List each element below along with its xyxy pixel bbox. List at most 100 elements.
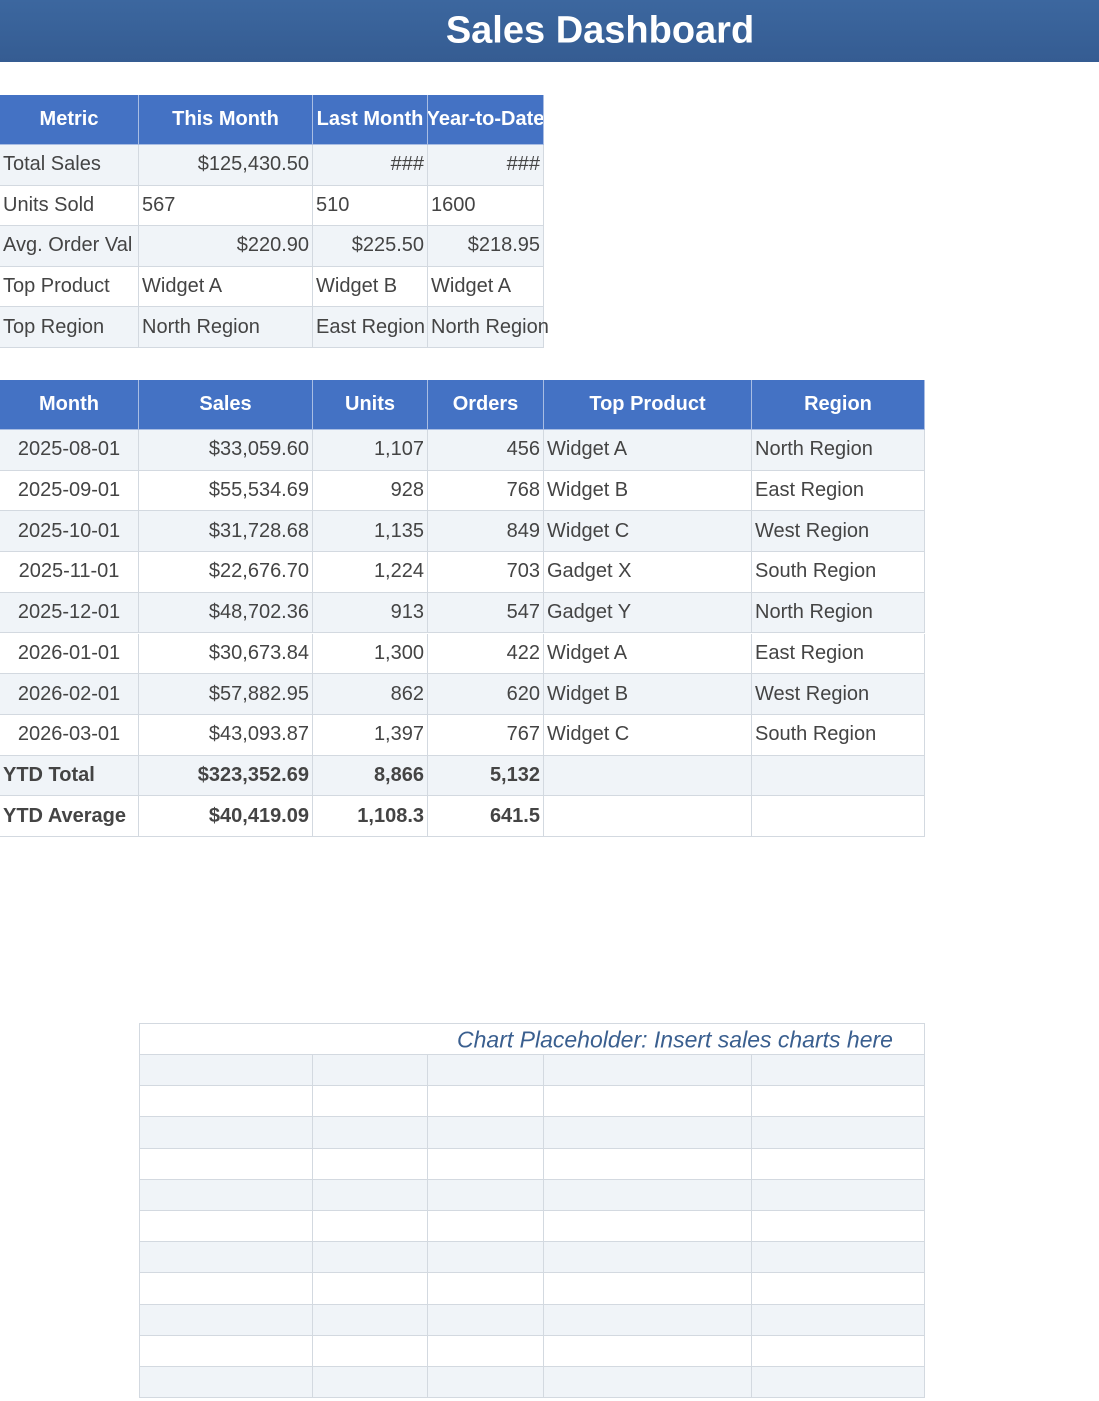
cell-text: 2025-12-01 <box>17 601 121 624</box>
empty-cell <box>544 1117 752 1149</box>
data-cell: 2025-12-01 <box>0 592 139 634</box>
data-cell: 928 <box>313 470 428 512</box>
header-cell: Last Month <box>313 95 428 145</box>
cell-text: Gadget Y <box>547 601 632 624</box>
data-cell: 547 <box>428 592 544 634</box>
cell-text: 862 <box>390 682 424 705</box>
empty-cell <box>139 1367 313 1399</box>
summary-cell: North Region <box>139 307 313 348</box>
data-cell: 703 <box>428 552 544 593</box>
cell-text: 1600 <box>431 193 476 216</box>
summary-cell: 1600 <box>428 185 544 227</box>
cell-text: Widget C <box>547 723 630 746</box>
header-cell: Month <box>0 380 139 430</box>
cell-text: $30,673.84 <box>208 641 309 664</box>
cell-text: 2025-09-01 <box>17 479 121 502</box>
data-cell: 862 <box>313 674 428 715</box>
data-cell: $57,882.95 <box>139 674 313 715</box>
empty-cell <box>428 1211 544 1243</box>
empty-cell <box>313 1335 428 1367</box>
cell-text: $323,352.69 <box>197 763 309 786</box>
empty-cell <box>139 1304 313 1336</box>
empty-cell <box>544 1179 752 1211</box>
data-cell: West Region <box>752 674 925 715</box>
data-cell: 1,224 <box>313 552 428 593</box>
empty-cell <box>139 1179 313 1211</box>
empty-cell <box>313 1148 428 1180</box>
cell-text: ### <box>506 153 540 176</box>
cell-text: Widget A <box>547 438 628 461</box>
empty-cell <box>544 1242 752 1274</box>
empty-cell <box>752 1242 925 1274</box>
empty-cell <box>544 1335 752 1367</box>
data-cell: Widget A <box>544 633 752 675</box>
cell-text: North Region <box>142 315 260 338</box>
data-cell: 2025-10-01 <box>0 511 139 553</box>
empty-cell <box>313 1179 428 1211</box>
data-cell: 2026-01-01 <box>0 633 139 675</box>
cell-text: $220.90 <box>236 234 309 257</box>
cell-text: 2026-03-01 <box>17 723 121 746</box>
cell-text: $57,882.95 <box>208 682 309 705</box>
cell-text: East Region <box>755 641 864 664</box>
summary-cell: Total Sales <box>0 145 139 186</box>
cell-text: 2025-10-01 <box>17 519 121 542</box>
data-cell: West Region <box>752 511 925 553</box>
data-cell: 620 <box>428 674 544 715</box>
cell-text: Gadget X <box>547 560 632 583</box>
cell-text: Avg. Order Val <box>3 234 133 257</box>
empty-cell <box>428 1055 544 1087</box>
cell-text: Widget B <box>547 682 629 705</box>
data-cell: Widget B <box>544 470 752 512</box>
data-cell: 2026-03-01 <box>0 714 139 756</box>
data-cell: 849 <box>428 511 544 553</box>
summary-cell: $220.90 <box>139 226 313 267</box>
cell-text: 1,300 <box>373 641 424 664</box>
total-cell: $40,419.09 <box>139 796 313 837</box>
data-cell: 2025-08-01 <box>0 430 139 471</box>
data-cell: $55,534.69 <box>139 470 313 512</box>
cell-text: $218.95 <box>467 234 540 257</box>
data-cell: 422 <box>428 633 544 675</box>
data-cell: 2025-09-01 <box>0 470 139 512</box>
total-cell: 1,108.3 <box>313 796 428 837</box>
data-cell: South Region <box>752 714 925 756</box>
summary-cell: Widget A <box>428 266 544 308</box>
cell-text: 510 <box>316 193 350 216</box>
summary-cell: Avg. Order Val <box>0 226 139 267</box>
cell-text: Orders <box>452 393 519 415</box>
cell-text: Widget B <box>547 479 629 502</box>
empty-cell <box>428 1179 544 1211</box>
cell-text: Widget C <box>547 519 630 542</box>
data-cell: $43,093.87 <box>139 714 313 756</box>
cell-text: West Region <box>755 519 870 542</box>
empty-cell <box>313 1367 428 1399</box>
summary-cell: Widget B <box>313 266 428 308</box>
placeholder-text: Chart Placeholder: Insert sales charts h… <box>457 1026 893 1053</box>
cell-text: 422 <box>506 641 540 664</box>
header-cell: Top Product <box>544 380 752 430</box>
summary-cell: North Region <box>428 307 549 348</box>
cell-text: Widget A <box>142 275 223 298</box>
total-cell <box>752 796 925 837</box>
cell-text: 913 <box>390 601 424 624</box>
cell-text: 641.5 <box>489 804 540 827</box>
empty-cell <box>752 1117 925 1149</box>
data-cell: 1,107 <box>313 430 428 471</box>
cell-text: Metric <box>39 108 99 130</box>
empty-cell <box>139 1211 313 1243</box>
cell-text: $40,419.09 <box>208 804 309 827</box>
cell-text: $33,059.60 <box>208 438 309 461</box>
cell-text: Widget A <box>547 641 628 664</box>
total-cell: YTD Average <box>0 796 139 837</box>
data-cell: 768 <box>428 470 544 512</box>
summary-cell: $218.95 <box>428 226 544 267</box>
empty-cell <box>752 1304 925 1336</box>
empty-cell <box>752 1335 925 1367</box>
cell-text: $22,676.70 <box>208 560 309 583</box>
summary-cell: ### <box>428 145 544 186</box>
cell-text: 2026-01-01 <box>17 641 121 664</box>
cell-text: East Region <box>316 315 425 338</box>
empty-cell <box>428 1273 544 1305</box>
cell-text: Top Product <box>3 275 110 298</box>
